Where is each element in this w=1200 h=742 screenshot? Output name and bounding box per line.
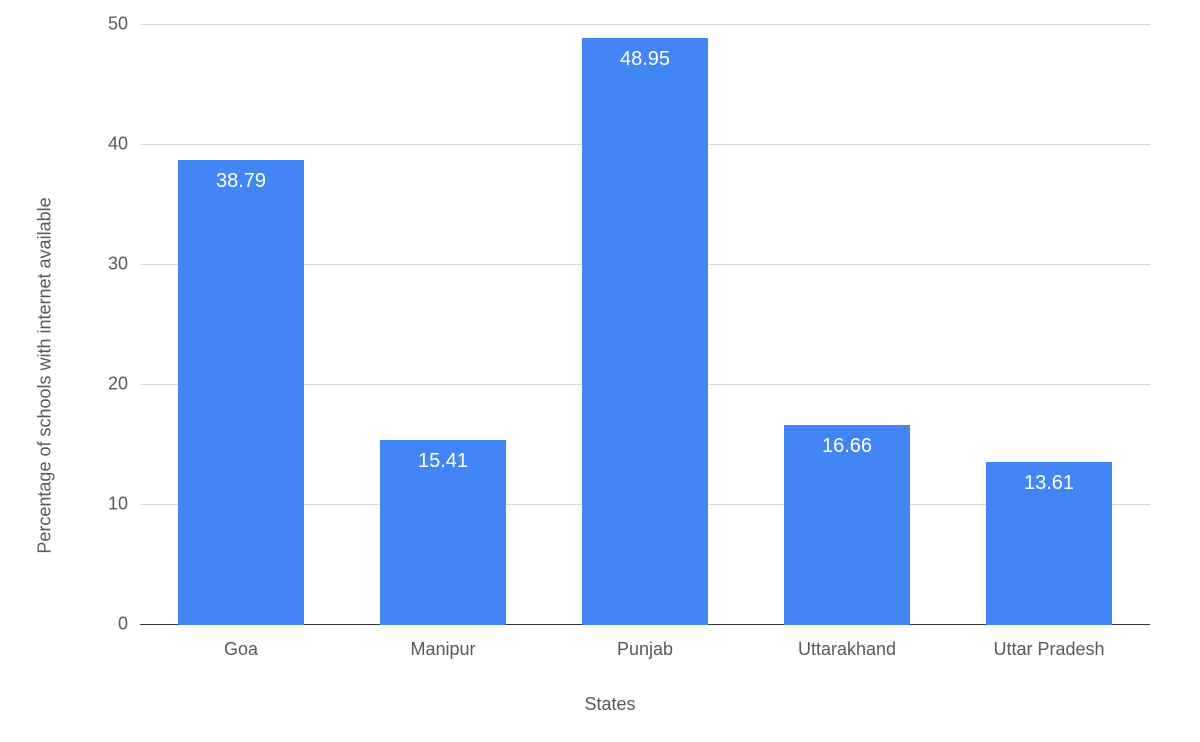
x-tick-label: Punjab <box>617 639 673 660</box>
x-tick-label: Manipur <box>410 639 475 660</box>
x-tick-label: Uttar Pradesh <box>993 639 1104 660</box>
y-tick-label: 40 <box>108 134 128 155</box>
bar-slot: 13.61 Uttar Pradesh <box>948 25 1150 625</box>
bar-slot: 15.41 Manipur <box>342 25 544 625</box>
bar-value-label: 38.79 <box>216 170 266 193</box>
y-tick-label: 50 <box>108 14 128 35</box>
bar-uttarakhand: 16.66 <box>784 425 909 625</box>
bar-punjab: 48.95 <box>582 38 707 625</box>
x-axis-label: States <box>584 694 635 715</box>
y-tick-label: 10 <box>108 494 128 515</box>
y-tick-label: 20 <box>108 374 128 395</box>
bar-value-label: 15.41 <box>418 450 468 473</box>
chart-container: Percentage of schools with internet avai… <box>45 15 1175 715</box>
bar-goa: 38.79 <box>178 160 303 625</box>
bar-slot: 38.79 Goa <box>140 25 342 625</box>
y-tick-label: 30 <box>108 254 128 275</box>
bar-manipur: 15.41 <box>380 440 505 625</box>
bar-uttar-pradesh: 13.61 <box>986 462 1111 625</box>
bar-value-label: 13.61 <box>1024 472 1074 495</box>
x-tick-label: Goa <box>224 639 258 660</box>
bar-value-label: 48.95 <box>620 48 670 71</box>
y-axis-label: Percentage of schools with internet avai… <box>35 197 56 553</box>
plot-area: 50 40 30 20 10 0 38.79 Goa <box>140 25 1150 625</box>
bars-area: 38.79 Goa 15.41 Manipur 48.95 Punjab 16.… <box>140 25 1150 625</box>
y-tick-label: 0 <box>118 614 128 635</box>
bar-slot: 48.95 Punjab <box>544 25 746 625</box>
bar-slot: 16.66 Uttarakhand <box>746 25 948 625</box>
bar-value-label: 16.66 <box>822 435 872 458</box>
x-tick-label: Uttarakhand <box>798 639 896 660</box>
